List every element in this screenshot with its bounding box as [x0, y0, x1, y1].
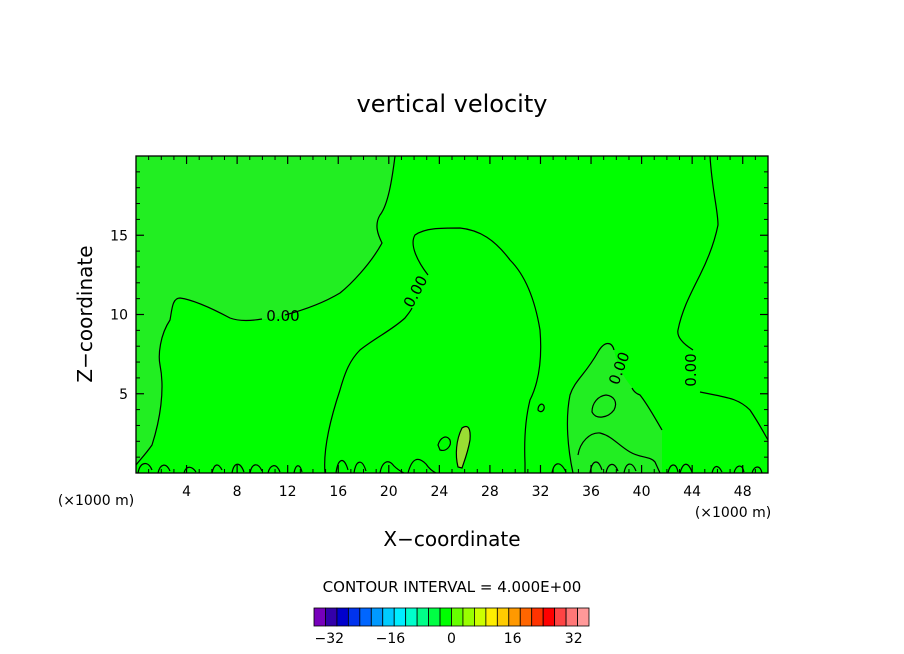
colorbar-swatch: [416, 607, 429, 627]
x-axis-label: X−coordinate: [383, 527, 520, 551]
y-axis-ticks: 5 10 15: [110, 171, 768, 458]
colorbar-swatch: [439, 607, 452, 627]
colorbar-swatch: [508, 607, 521, 627]
colorbar-swatch: [405, 607, 418, 627]
positive-region-right: [677, 156, 768, 440]
x-unit-label-right: (×1000 m): [695, 505, 771, 521]
x-tick-label: 4: [182, 484, 191, 500]
contour-line-central-plume-top: [412, 227, 542, 473]
contour-fills: [136, 156, 768, 473]
y-tick-label: 5: [119, 387, 128, 403]
x-tick-label: 32: [532, 484, 550, 500]
colorbar-swatch: [542, 607, 556, 627]
x-tick-label: 40: [633, 484, 651, 500]
contour-label-left: 0.00: [266, 307, 299, 325]
colorbar-swatch: [451, 607, 464, 627]
x-tick-label: 20: [380, 484, 398, 500]
colorbar-swatch: [336, 607, 349, 627]
colorbar-swatch: [428, 607, 441, 627]
contour-line-blob-bottom: [577, 432, 661, 473]
colorbar-swatch: [382, 607, 395, 627]
contour-line-lowright-blob: [566, 342, 615, 473]
colorbar-swatch: [370, 607, 384, 627]
y-tick-label: 15: [110, 228, 128, 244]
contour-line-lowright-side: [631, 387, 663, 431]
colorbar-swatch: [325, 607, 338, 627]
contour-line-inner-blob: [591, 394, 617, 418]
colorbar-swatch: [313, 607, 326, 627]
small-positive-plume: [456, 426, 471, 468]
plot-area: 0.00 0.00 0.00 0.00: [135, 155, 769, 474]
contour-line-dot-b: [437, 436, 451, 451]
colorbar-tick-label: −16: [376, 631, 406, 647]
contour-interval-text: CONTOUR INTERVAL = 4.000E+00: [323, 578, 582, 596]
contour-line-dot-a: [537, 403, 545, 413]
x-tick-label: 44: [683, 484, 701, 500]
colorbar-swatch: [462, 607, 475, 627]
colorbar-swatch: [531, 607, 544, 627]
x-axis-ticks: 4 8 12 16 20 24 28 32 36 40 44 48: [148, 156, 756, 500]
contour-line-right-upper: [677, 156, 719, 351]
colorbar: [313, 607, 590, 627]
y-tick-label: 10: [110, 308, 128, 324]
colorbar-swatch: [577, 607, 590, 627]
y-axis-label: Z−coordinate: [73, 245, 97, 382]
colorbar-tick-label: −32: [315, 631, 345, 647]
x-tick-label: 12: [279, 484, 297, 500]
colorbar-tick-label: 0: [447, 631, 456, 647]
positive-region-center: [324, 228, 541, 473]
chart-title: vertical velocity: [357, 90, 548, 118]
colorbar-tick-label: 16: [504, 631, 522, 647]
contour-label-right: 0.00: [682, 353, 700, 386]
x-tick-label: 36: [582, 484, 600, 500]
contour-line-ground-wiggles: [137, 458, 763, 473]
colorbar-swatch: [565, 607, 578, 627]
x-tick-label: 16: [329, 484, 347, 500]
colorbar-swatch: [359, 607, 372, 627]
x-tick-label: 8: [233, 484, 242, 500]
colorbar-swatch: [485, 607, 498, 627]
negative-region-left: [136, 156, 395, 465]
contour-line-left-low: [136, 297, 263, 466]
colorbar-swatch: [393, 607, 407, 627]
x-unit-label-left: (×1000 m): [58, 493, 134, 509]
colorbar-tick-label: 32: [565, 631, 583, 647]
colorbar-tick-labels: −32 −16 0 16 32: [315, 631, 583, 647]
colorbar-swatch: [519, 607, 533, 627]
x-tick-label: 28: [481, 484, 499, 500]
contour-line-central-plume: [324, 307, 413, 473]
colorbar-swatch: [496, 607, 510, 627]
x-tick-label: 48: [734, 484, 752, 500]
colorbar-swatch: [554, 607, 567, 627]
contour-line-plume-small: [455, 425, 471, 469]
contour-line-right-lower: [699, 391, 768, 441]
contour-line-left-high: [284, 156, 396, 316]
contour-lines: [136, 156, 768, 473]
colorbar-swatch: [347, 607, 361, 627]
x-tick-label: 24: [430, 484, 448, 500]
colorbar-swatch: [474, 607, 487, 627]
